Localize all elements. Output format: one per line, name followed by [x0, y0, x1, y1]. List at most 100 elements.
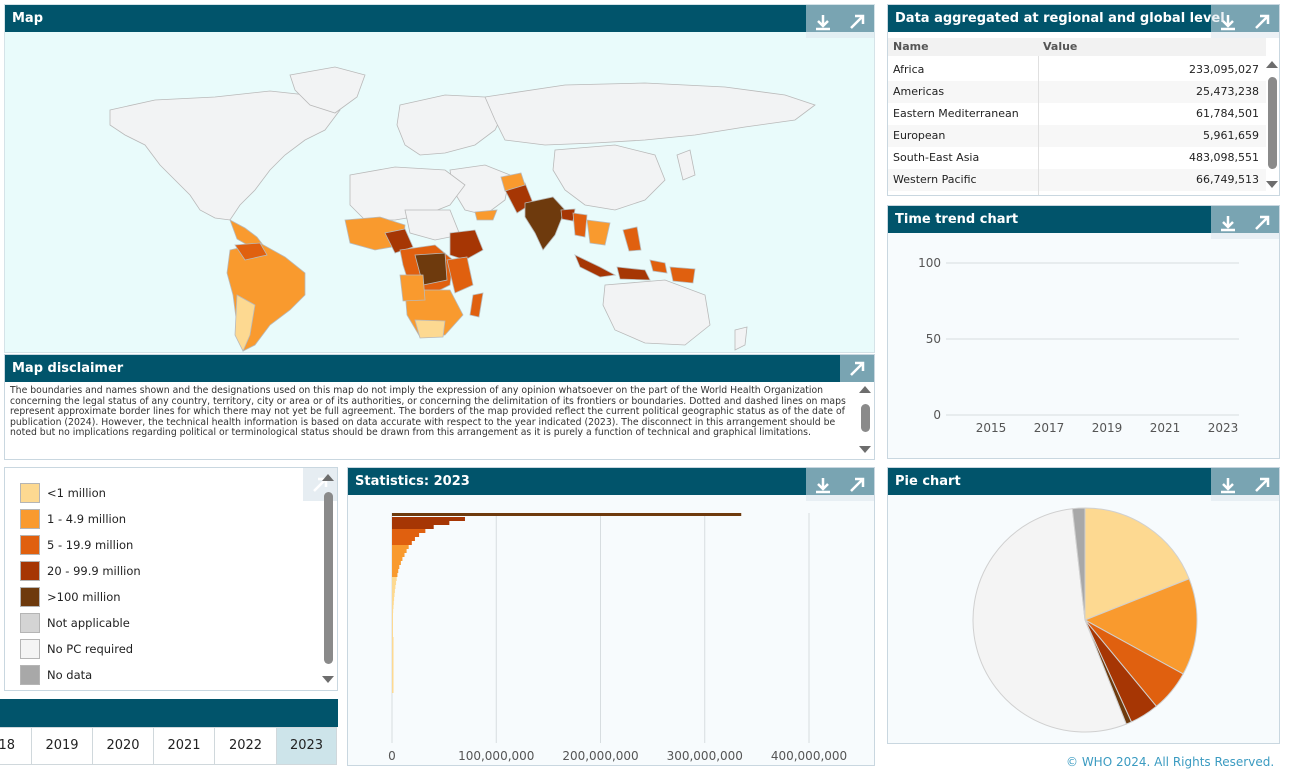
stat-bar[interactable]	[392, 629, 393, 633]
pie-slice[interactable]	[1071, 507, 1086, 621]
stat-bar[interactable]	[392, 613, 393, 617]
stat-bar[interactable]	[392, 553, 405, 557]
legend-item[interactable]: 20 - 99.9 million	[20, 561, 141, 581]
year-option-2020[interactable]: 2020	[92, 727, 154, 765]
map-indonesia-1	[574, 254, 617, 278]
scroll-thumb[interactable]	[861, 404, 870, 432]
pie-chart[interactable]	[888, 495, 1279, 743]
time-trend-expand-button[interactable]	[1245, 206, 1279, 239]
pie-slice[interactable]	[1083, 578, 1198, 675]
stat-bar[interactable]	[392, 633, 393, 637]
stat-bar[interactable]	[392, 517, 465, 521]
legend-scrollbar[interactable]	[321, 472, 335, 687]
stat-bar[interactable]	[392, 609, 394, 613]
statistics-header: Statistics: 2023	[348, 468, 874, 495]
year-option-2022[interactable]: 2022	[214, 727, 277, 765]
year-option-2021[interactable]: 2021	[153, 727, 215, 765]
map-download-button[interactable]	[806, 5, 840, 38]
year-option-2023[interactable]: 2023	[276, 727, 337, 765]
table-row[interactable]: Eastern Mediterranean 61,784,501	[888, 103, 1266, 125]
x-tick-label: 2021	[1150, 421, 1181, 435]
legend-item[interactable]: 5 - 19.9 million	[20, 535, 133, 555]
stat-bar[interactable]	[392, 537, 415, 541]
stat-bar[interactable]	[392, 625, 393, 629]
statistics-download-button[interactable]	[806, 468, 840, 501]
legend-swatch	[20, 639, 40, 659]
pie-slice[interactable]	[972, 508, 1127, 733]
stat-bar[interactable]	[392, 565, 400, 569]
scroll-thumb[interactable]	[1268, 77, 1277, 169]
pie-chart-title: Pie chart	[895, 474, 961, 489]
map-myanmar	[572, 212, 588, 238]
stat-bar[interactable]	[392, 573, 398, 577]
aggregated-scrollbar[interactable]	[1265, 59, 1279, 193]
stat-bar[interactable]	[392, 593, 395, 597]
scroll-down-icon[interactable]	[322, 676, 334, 683]
x-tick-label: 2015	[976, 421, 1007, 435]
aggregated-download-button[interactable]	[1211, 5, 1245, 38]
expand-icon	[850, 14, 865, 29]
stat-bar[interactable]	[392, 545, 409, 549]
year-option-2019[interactable]: 2019	[31, 727, 93, 765]
stat-bar[interactable]	[392, 581, 397, 585]
stat-bar[interactable]	[392, 569, 399, 573]
stat-bar[interactable]	[392, 557, 403, 561]
column-value-header[interactable]: Value	[1043, 40, 1078, 53]
pie-download-button[interactable]	[1211, 468, 1245, 501]
stat-bar[interactable]	[392, 529, 426, 533]
disclaimer-scrollbar[interactable]	[858, 386, 872, 458]
statistics-expand-button[interactable]	[840, 468, 874, 501]
legend-item[interactable]: >100 million	[20, 587, 121, 607]
stat-bar[interactable]	[392, 585, 396, 589]
pie-slice[interactable]	[1084, 507, 1190, 621]
statistics-title: Statistics: 2023	[355, 474, 470, 489]
scroll-down-icon[interactable]	[1266, 181, 1278, 188]
legend-item[interactable]: No data	[20, 665, 92, 685]
table-row[interactable]: European 5,961,659	[888, 125, 1266, 147]
table-row[interactable]: Americas 25,473,238	[888, 81, 1266, 103]
scroll-up-icon[interactable]	[859, 386, 871, 393]
y-tick-label: 50	[926, 332, 941, 346]
time-trend-download-button[interactable]	[1211, 206, 1245, 239]
year-option-18[interactable]: 18	[0, 727, 32, 765]
scroll-thumb[interactable]	[324, 492, 333, 664]
download-icon	[1221, 215, 1235, 231]
table-row[interactable]: Western Pacific 66,749,513	[888, 169, 1266, 191]
map-expand-button[interactable]	[840, 5, 874, 38]
region-name: Africa	[893, 63, 925, 76]
aggregated-expand-button[interactable]	[1245, 5, 1279, 38]
stat-bar[interactable]	[392, 521, 450, 525]
column-name-header[interactable]: Name	[893, 40, 929, 53]
world-map[interactable]	[5, 5, 875, 353]
stat-bar[interactable]	[392, 589, 395, 593]
copyright-footer[interactable]: © WHO 2024. All Rights Reserved.	[1066, 755, 1275, 769]
disclaimer-expand-button[interactable]	[840, 355, 874, 382]
stat-bar[interactable]	[392, 621, 393, 625]
aggregated-table-body: Africa 233,095,027 Americas 25,473,238 Easte…	[888, 56, 1266, 195]
stat-bar[interactable]	[392, 617, 393, 621]
legend-item[interactable]: 1 - 4.9 million	[20, 509, 126, 529]
stat-bar[interactable]	[392, 601, 394, 605]
stat-bar[interactable]	[392, 541, 412, 545]
stat-bar[interactable]	[392, 533, 420, 537]
scroll-up-icon[interactable]	[322, 474, 334, 481]
pie-expand-button[interactable]	[1245, 468, 1279, 501]
stat-bar[interactable]	[392, 605, 394, 609]
stat-bar[interactable]	[392, 597, 395, 601]
legend-panel: <1 million 1 - 4.9 million 5 - 19.9 millio…	[4, 467, 338, 691]
scroll-up-icon[interactable]	[1266, 61, 1278, 68]
stat-bar[interactable]	[392, 513, 742, 516]
table-row[interactable]: Global 876,162,489	[888, 191, 1266, 195]
x-tick-label: 2023	[1208, 421, 1239, 435]
download-icon	[816, 14, 830, 30]
stat-bar[interactable]	[392, 577, 397, 581]
scroll-down-icon[interactable]	[859, 446, 871, 453]
table-row[interactable]: Africa 233,095,027	[888, 59, 1266, 81]
stat-bar[interactable]	[392, 525, 434, 529]
legend-item[interactable]: Not applicable	[20, 613, 130, 633]
stat-bar[interactable]	[392, 561, 401, 565]
stat-bar[interactable]	[392, 549, 407, 553]
table-row[interactable]: South-East Asia 483,098,551	[888, 147, 1266, 169]
legend-item[interactable]: <1 million	[20, 483, 106, 503]
legend-item[interactable]: No PC required	[20, 639, 133, 659]
